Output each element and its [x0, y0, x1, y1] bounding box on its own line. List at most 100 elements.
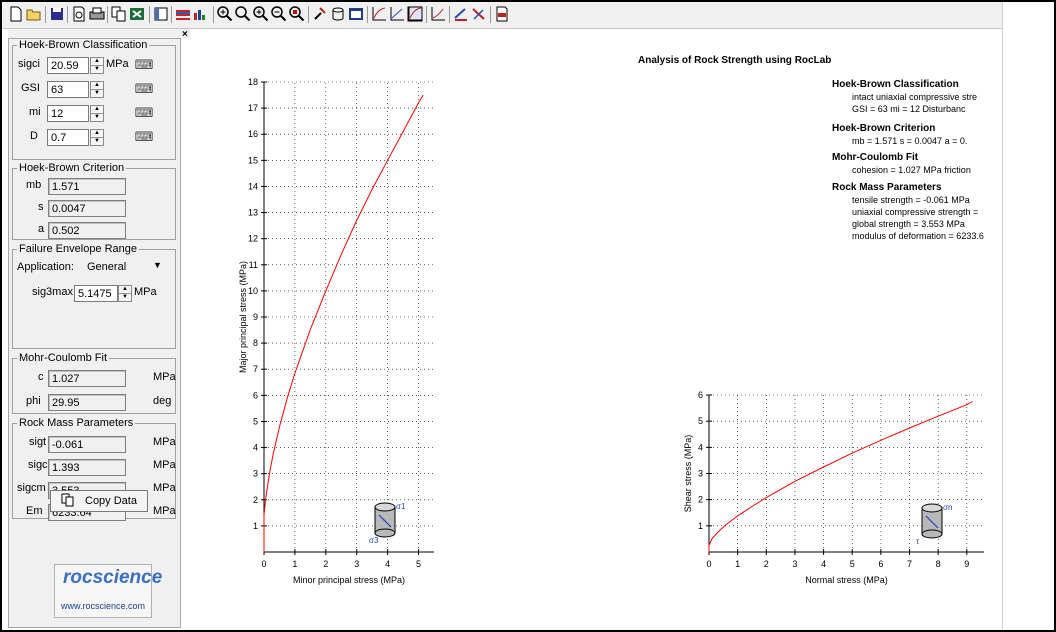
pdf-icon[interactable] — [494, 6, 510, 22]
gsi-spinner[interactable]: ▲ ▼ — [90, 81, 104, 98]
toolbar-separator — [107, 6, 108, 23]
sigci-spinner[interactable]: ▲ ▼ — [90, 57, 104, 74]
sigci-label: sigci — [18, 58, 41, 70]
gsi-picker-icon[interactable]: ⌨ — [134, 81, 154, 96]
zoom-all-icon[interactable] — [217, 6, 233, 22]
plot-icon-3[interactable] — [407, 6, 423, 22]
phi-unit: deg — [153, 395, 172, 407]
y-tick-label: 2 — [253, 495, 258, 505]
summary-heading-mohr-coulomb: Mohr-Coulomb Fit — [832, 152, 919, 163]
y-tick-label: 4 — [253, 443, 258, 453]
mohr-coulomb-title: Mohr-Coulomb Fit — [17, 352, 110, 364]
save-icon[interactable] — [49, 6, 65, 22]
c-unit: MPa — [153, 371, 176, 383]
copy-icon[interactable] — [111, 6, 127, 22]
plot-icon-4[interactable] — [430, 6, 446, 22]
copy-icon — [61, 493, 75, 510]
sig3max-spinner[interactable]: ▲ ▼ — [118, 285, 132, 302]
mi-spinner[interactable]: ▲ ▼ — [90, 105, 104, 122]
y-axis-label: Shear stress (MPa) — [683, 435, 693, 513]
x-tick-label: 0 — [261, 559, 266, 569]
sigci-unit: MPa — [106, 58, 129, 70]
x-tick-label: 4 — [385, 559, 390, 569]
envelope-group: Failure Envelope Range Application: Gene… — [12, 243, 176, 349]
application-select[interactable]: General — [87, 261, 127, 273]
x-tick-label: 3 — [354, 559, 359, 569]
toolbar-separator — [149, 6, 150, 23]
c-label: c — [38, 371, 44, 383]
em-unit: MPa — [153, 505, 176, 517]
analysis-title: Analysis of Rock Strength using RocLab — [638, 55, 832, 66]
mi-picker-icon[interactable]: ⌨ — [134, 105, 154, 120]
stress-symbol-label: σ3 — [369, 536, 379, 545]
sig3max-unit: MPa — [134, 286, 157, 298]
d-input[interactable]: 0.7 — [47, 129, 89, 146]
zoom-icon[interactable] — [235, 6, 251, 22]
summary-line: modulus of deformation = 6233.6 — [852, 231, 984, 241]
mi-label: mi — [29, 106, 41, 118]
failure-envelope-line — [263, 94, 424, 552]
logo-wordmark: rocscience — [63, 567, 163, 588]
copy-data-button[interactable]: Copy Data — [50, 490, 148, 512]
zoom-window-icon[interactable] — [289, 6, 305, 22]
stress-symbol-label: σ1 — [396, 502, 406, 511]
sig3max-input[interactable]: 5.1475 — [74, 285, 118, 302]
phi-value: 29.95 — [48, 394, 126, 411]
close-panel-button[interactable]: × — [182, 29, 188, 40]
d-picker-icon[interactable]: ⌨ — [134, 129, 154, 144]
cylinder-icon[interactable] — [330, 6, 346, 22]
a-label: a — [38, 223, 45, 235]
summary-line: cohesion = 1.027 MPa friction — [852, 165, 971, 175]
rocscience-logo[interactable]: rocscience www.rocscience.com — [54, 564, 162, 618]
y-tick-label: 3 — [253, 469, 258, 479]
toolbar-separator — [426, 6, 427, 23]
y-tick-label: 1 — [253, 521, 258, 531]
chevron-down-icon[interactable]: ▼ — [153, 260, 162, 270]
x-tick-label: 1 — [292, 559, 297, 569]
y-tick-label: 10 — [248, 286, 258, 296]
toolbar-separator — [449, 6, 450, 23]
s-label: s — [38, 201, 44, 213]
hb-classification-group: Hoek-Brown Classification sigci 20.59 ▲ ▼… — [12, 39, 176, 160]
summary-heading-hb-criterion: Hoek-Brown Criterion — [832, 123, 936, 134]
d-spinner[interactable]: ▲ ▼ — [90, 129, 104, 146]
stress-arrow — [378, 514, 392, 528]
toolbar — [2, 2, 1002, 29]
sigci-input[interactable]: 20.59 — [47, 57, 89, 74]
plot-icon-1[interactable] — [371, 6, 387, 22]
print-preview-icon[interactable] — [71, 6, 87, 22]
failure-envelope-line — [708, 401, 973, 552]
chart-icon[interactable] — [175, 6, 191, 22]
mb-label: mb — [26, 179, 42, 191]
x-tick-label: 8 — [936, 559, 941, 569]
sidebar-icon[interactable] — [153, 6, 169, 22]
zoom-out-icon[interactable] — [271, 6, 287, 22]
table-icon[interactable] — [348, 6, 364, 22]
open-icon[interactable] — [26, 6, 42, 22]
export-excel-icon[interactable] — [129, 6, 145, 22]
bar-chart-icon[interactable] — [193, 6, 209, 22]
mb-value: 1.571 — [48, 178, 126, 195]
new-icon[interactable] — [8, 6, 24, 22]
stress-arrow — [925, 515, 939, 529]
em-label: Em — [26, 505, 43, 517]
toolbar-separator — [213, 6, 214, 23]
calculator-icon[interactable] — [471, 6, 487, 22]
zoom-in-icon[interactable] — [253, 6, 269, 22]
plot-icon-2[interactable] — [389, 6, 405, 22]
parameters-icon[interactable] — [453, 6, 469, 22]
sigci-picker-icon[interactable]: ⌨ — [134, 57, 154, 72]
print-icon[interactable] — [89, 6, 105, 22]
logo-url[interactable]: www.rocscience.com — [60, 601, 146, 611]
y-tick-label: 11 — [249, 260, 258, 270]
mi-input[interactable]: 12 — [47, 105, 89, 122]
probe-icon[interactable] — [312, 6, 328, 22]
x-tick-label: 6 — [878, 559, 883, 569]
gsi-input[interactable]: 63 — [47, 81, 89, 98]
x-axis-label: Normal stress (MPa) — [805, 575, 888, 585]
y-tick-label: 9 — [253, 312, 258, 322]
application-label: Application: — [17, 261, 74, 273]
d-label: D — [30, 130, 38, 142]
